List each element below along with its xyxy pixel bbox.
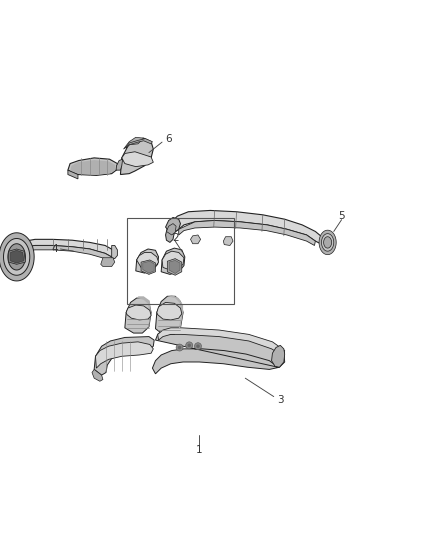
Polygon shape	[324, 237, 332, 248]
Circle shape	[178, 346, 181, 349]
Bar	[127, 219, 234, 304]
Polygon shape	[101, 258, 115, 266]
Polygon shape	[136, 249, 159, 273]
Polygon shape	[68, 158, 117, 175]
Polygon shape	[319, 230, 336, 255]
Polygon shape	[125, 298, 151, 333]
Circle shape	[187, 344, 191, 347]
Polygon shape	[223, 237, 233, 246]
Polygon shape	[11, 251, 24, 263]
Polygon shape	[18, 246, 113, 262]
Polygon shape	[141, 260, 155, 274]
Polygon shape	[4, 238, 30, 275]
Polygon shape	[0, 233, 34, 281]
Circle shape	[186, 342, 193, 349]
Polygon shape	[166, 223, 176, 235]
Polygon shape	[8, 244, 25, 270]
Polygon shape	[143, 261, 154, 273]
Polygon shape	[272, 345, 285, 367]
Polygon shape	[9, 249, 25, 264]
Polygon shape	[321, 233, 334, 251]
Polygon shape	[122, 152, 153, 167]
Polygon shape	[166, 223, 174, 243]
Polygon shape	[112, 246, 117, 259]
Polygon shape	[191, 235, 201, 244]
Text: 4: 4	[51, 244, 58, 254]
Polygon shape	[158, 328, 285, 356]
Text: 3: 3	[277, 395, 284, 405]
Polygon shape	[70, 160, 115, 175]
Polygon shape	[95, 342, 153, 368]
Polygon shape	[169, 260, 180, 273]
Polygon shape	[68, 170, 78, 179]
Polygon shape	[92, 369, 103, 381]
Polygon shape	[157, 302, 182, 320]
Polygon shape	[166, 217, 180, 232]
Polygon shape	[137, 253, 159, 269]
Polygon shape	[167, 295, 183, 329]
Polygon shape	[137, 296, 151, 329]
Polygon shape	[124, 138, 144, 149]
Polygon shape	[179, 221, 315, 246]
Polygon shape	[162, 251, 184, 270]
Polygon shape	[126, 305, 151, 320]
Polygon shape	[116, 159, 123, 170]
Polygon shape	[155, 296, 183, 334]
Polygon shape	[94, 336, 154, 375]
Polygon shape	[120, 138, 153, 174]
Text: 1: 1	[196, 445, 203, 455]
Text: 2: 2	[172, 233, 179, 243]
Circle shape	[176, 344, 183, 351]
Polygon shape	[167, 259, 182, 275]
Text: 6: 6	[165, 134, 172, 144]
Circle shape	[194, 343, 201, 350]
Polygon shape	[171, 211, 326, 246]
Polygon shape	[126, 139, 152, 148]
Polygon shape	[152, 328, 285, 374]
Polygon shape	[161, 248, 185, 274]
Polygon shape	[11, 239, 115, 262]
Text: 5: 5	[338, 211, 345, 221]
Circle shape	[196, 344, 200, 348]
